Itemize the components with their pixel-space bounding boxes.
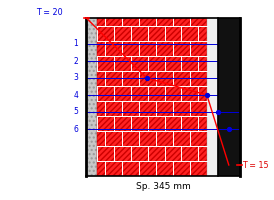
Text: 4: 4 xyxy=(73,90,78,99)
Text: Sp. 345 mm: Sp. 345 mm xyxy=(136,182,190,191)
Text: T = 15: T = 15 xyxy=(242,160,269,170)
Text: 5: 5 xyxy=(73,108,78,116)
Bar xyxy=(86,18,97,176)
Text: 3: 3 xyxy=(73,73,78,82)
Text: 6: 6 xyxy=(73,124,78,134)
Bar xyxy=(207,18,218,176)
Text: 1: 1 xyxy=(73,40,78,48)
Text: 2: 2 xyxy=(73,56,78,66)
Bar xyxy=(218,18,240,176)
Text: T = 20: T = 20 xyxy=(36,8,62,17)
Bar xyxy=(97,18,207,176)
